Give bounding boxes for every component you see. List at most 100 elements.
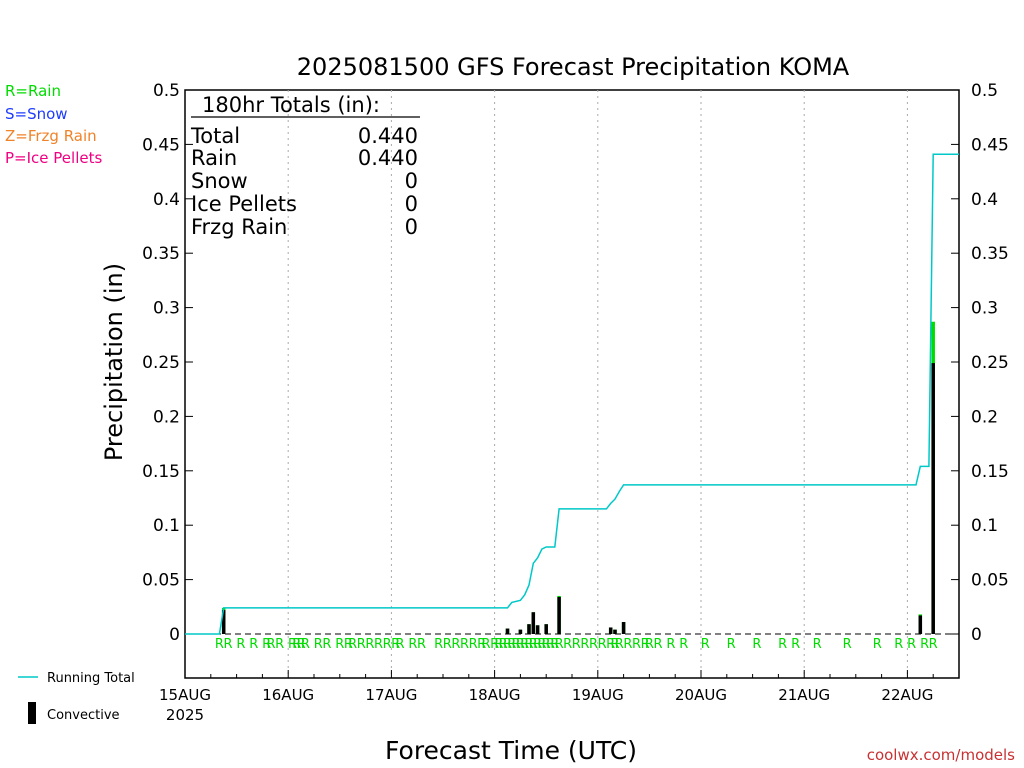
- precip-bar-convective: [505, 628, 510, 634]
- rain-marker: R: [727, 637, 736, 652]
- rain-marker: R: [598, 637, 607, 652]
- y-tick-label-left: 0.35: [142, 244, 180, 264]
- legend-running-total-label: Running Total: [47, 671, 135, 686]
- rain-marker: R: [460, 637, 469, 652]
- rain-marker: R: [383, 637, 392, 652]
- y-tick-label-right: 0: [971, 625, 982, 645]
- rain-marker: R: [791, 637, 800, 652]
- x-tick-label: 16AUG: [262, 686, 314, 704]
- rain-marker: R: [288, 637, 297, 652]
- precip-bars: [221, 321, 935, 634]
- rain-marker: R: [490, 637, 499, 652]
- legend-convective-label: Convective: [47, 708, 120, 723]
- rain-marker: R: [550, 637, 559, 652]
- rain-marker: R: [215, 637, 224, 652]
- totals-label-rain: Rain: [191, 146, 237, 170]
- totals-label-snow: Snow: [191, 169, 248, 193]
- rain-marker: R: [542, 637, 551, 652]
- rain-marker: R: [507, 637, 516, 652]
- precip-bar-convective: [557, 597, 561, 634]
- y-tick-label-left: 0.1: [153, 516, 180, 536]
- running-total-line: [185, 153, 959, 635]
- rain-marker: R: [843, 637, 852, 652]
- precip-bar-convective: [518, 629, 523, 634]
- x-tick-label: 20AUG: [675, 686, 727, 704]
- precip-bar-convective: [544, 624, 548, 634]
- rain-marker: R: [374, 637, 383, 652]
- rain-marker: R: [778, 637, 787, 652]
- rain-marker: R: [314, 637, 323, 652]
- legend-ice-pellets: P=Ice Pellets: [5, 149, 102, 167]
- y-tick-label-right: 0.25: [971, 353, 1009, 373]
- rain-marker: R: [266, 637, 275, 652]
- x-tick-label: 17AUG: [365, 686, 417, 704]
- rain-marker: R: [417, 637, 426, 652]
- rain-marker: R: [335, 637, 344, 652]
- rain-marker: R: [512, 637, 521, 652]
- rain-marker: R: [481, 637, 490, 652]
- y-tick-label-right: 0.4: [971, 190, 998, 210]
- rain-marker: R: [348, 637, 357, 652]
- totals-value-frzg-rain: 0: [405, 215, 418, 239]
- rain-marker: R: [580, 637, 589, 652]
- rain-marker: R: [408, 637, 417, 652]
- y-axis-label: Precipitation (in): [100, 263, 128, 461]
- rain-marker: R: [275, 637, 284, 652]
- totals-header: 180hr Totals (in):: [202, 93, 380, 117]
- y-axis-left: 0.5 0.45 0.4 0.35 0.3 0.25 0.2 0.15 0.1 0.05 0: [142, 81, 193, 645]
- rain-marker: R: [236, 637, 245, 652]
- legend-snow: S=Snow: [5, 105, 68, 123]
- rain-marker: R: [632, 637, 641, 652]
- totals-value-rain: 0.440: [358, 146, 418, 170]
- rain-marker: R: [894, 637, 903, 652]
- precip-bar-convective: [621, 622, 626, 634]
- y-tick-label-right: 0.35: [971, 244, 1009, 264]
- x-axis-label: Forecast Time (UTC): [385, 736, 637, 765]
- x-tick-label: 18AUG: [469, 686, 521, 704]
- y-tick-label-right: 0.2: [971, 407, 998, 427]
- rain-marker: R: [929, 637, 938, 652]
- rain-marker: R: [589, 637, 598, 652]
- rain-marker: R: [524, 637, 533, 652]
- watermark: coolwx.com/models: [867, 746, 1015, 764]
- rain-marker: R: [610, 637, 619, 652]
- rain-marker: R: [292, 637, 301, 652]
- rain-marker: R: [357, 637, 366, 652]
- y-tick-label-right: 0.1: [971, 516, 998, 536]
- rain-marker: R: [395, 637, 404, 652]
- y-tick-label-right: 0.05: [971, 571, 1009, 591]
- precip-bar-convective: [918, 615, 923, 634]
- rain-marker: R: [563, 637, 572, 652]
- rain-marker: R: [520, 637, 529, 652]
- totals-label-total: Total: [190, 124, 240, 148]
- x-tick-label: 21AUG: [778, 686, 830, 704]
- rain-marker: R: [443, 637, 452, 652]
- rain-marker: R: [537, 637, 546, 652]
- legend-convective-swatch: [28, 702, 36, 724]
- plot-frame: [184, 89, 960, 679]
- grid-lines: [287, 90, 908, 678]
- precip-bar-convective: [931, 363, 935, 634]
- rain-marker: R: [555, 637, 564, 652]
- rain-marker: R: [873, 637, 882, 652]
- y-tick-label-right: 0.3: [971, 299, 998, 319]
- x-axis: 15AUG 16AUG 17AUG 18AUG 19AUG 20AUG 21AUG 22AUG…: [159, 670, 934, 724]
- y-tick-label-left: 0.5: [153, 81, 180, 101]
- rain-marker: R: [365, 637, 374, 652]
- rain-marker: R: [529, 637, 538, 652]
- x-tick-year: 2025: [166, 706, 204, 724]
- rain-marker: R: [679, 637, 688, 652]
- rain-marker: R: [645, 637, 654, 652]
- rain-marker: R: [391, 637, 400, 652]
- legend-rain: R=Rain: [5, 82, 61, 100]
- rain-marker: R: [533, 637, 542, 652]
- rain-marker: R: [301, 637, 310, 652]
- rain-marker: R: [477, 637, 486, 652]
- rain-marker: R: [494, 637, 503, 652]
- totals-value-total: 0.440: [358, 124, 418, 148]
- rain-marker: R: [451, 637, 460, 652]
- rain-marker: R: [503, 637, 512, 652]
- precip-bar-convective: [221, 610, 226, 634]
